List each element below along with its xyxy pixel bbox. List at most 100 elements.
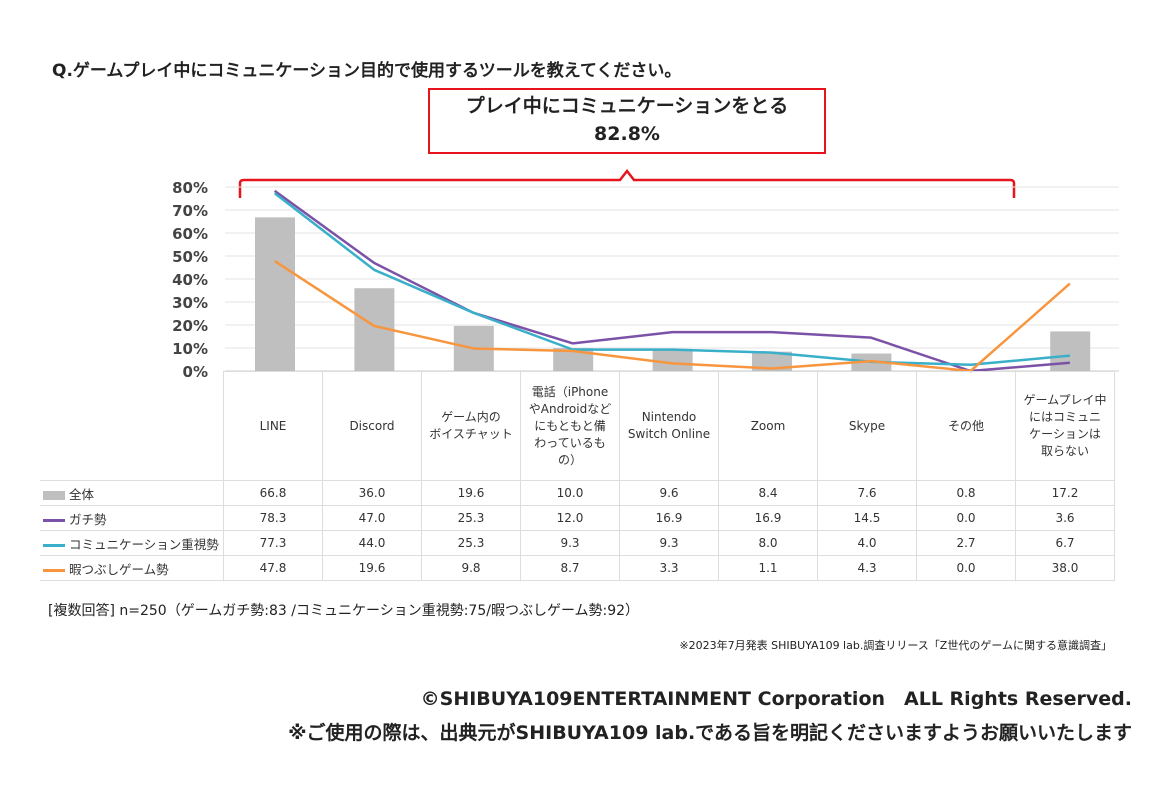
- legend-key: [43, 543, 65, 547]
- category-line: Discord: [349, 418, 395, 433]
- category-line: にはコミュニ: [1028, 410, 1101, 424]
- value-cell: 66.8: [223, 480, 323, 506]
- series-name: ガチ勢: [69, 511, 107, 527]
- value-cell: 9.6: [619, 480, 719, 506]
- category-line: 電話（iPhone: [531, 384, 609, 399]
- category-line: Nintendo: [641, 410, 697, 424]
- value-cell: 77.3: [223, 530, 323, 556]
- y-tick-label: 20%: [172, 317, 208, 335]
- legend-key: [43, 568, 65, 572]
- category-line: にもともと備: [534, 418, 606, 433]
- category-label: Discord: [322, 371, 422, 481]
- callout-label: プレイ中にコミュニケーションをとる: [465, 95, 789, 117]
- category-label: ゲームプレイ中 にはコミュニ ケーションは 取らない: [1015, 371, 1115, 481]
- value-cell: 2.7: [916, 530, 1016, 556]
- bracket: [238, 168, 1016, 198]
- chart: 0%10%20%30%40%50%60%70%80%: [172, 168, 1119, 380]
- value-cell: 0.0: [916, 505, 1016, 531]
- value-cell: 9.8: [421, 555, 521, 581]
- category-label: LINE: [223, 371, 323, 481]
- data-table: LINE Discord ゲーム内の ボイスチャット 電話（iPhone やAndroid…: [40, 371, 1115, 581]
- value-cell: 8.7: [520, 555, 620, 581]
- table-row: 全体 66.8 36.0 19.6 10.0 9.6 8.4 7.6 0.8 17.2: [40, 480, 1115, 506]
- value-cell: 3.3: [619, 555, 719, 581]
- y-tick-label: 60%: [172, 225, 208, 243]
- value-cell: 0.0: [916, 555, 1016, 581]
- value-cell: 44.0: [322, 530, 422, 556]
- category-line: 取らない: [1040, 444, 1089, 458]
- category-line: ケーションは: [1029, 427, 1101, 441]
- source-note: ※2023年7月発表 SHIBUYA109 lab.調査リリース「Z世代のゲーム…: [679, 639, 1112, 652]
- value-cell: 25.3: [421, 530, 521, 556]
- category-line: LINE: [259, 418, 287, 433]
- value-cell: 12.0: [520, 505, 620, 531]
- value-cell: 47.0: [322, 505, 422, 531]
- y-tick-label: 40%: [172, 271, 208, 289]
- value-cell: 78.3: [223, 505, 323, 531]
- table-row: 暇つぶしゲーム勢 47.8 19.6 9.8 8.7 3.3 1.1 4.3 0.0 38.0: [40, 555, 1115, 581]
- legend-key: [43, 490, 65, 500]
- bar: [255, 217, 295, 371]
- value-cell: 3.6: [1015, 505, 1115, 531]
- category-label: Skype: [817, 371, 917, 481]
- y-tick-label: 70%: [172, 202, 208, 220]
- value-cell: 9.3: [619, 530, 719, 556]
- value-cell: 14.5: [817, 505, 917, 531]
- value-cell: 4.3: [817, 555, 917, 581]
- value-cell: 16.9: [619, 505, 719, 531]
- value-cell: 10.0: [520, 480, 620, 506]
- y-tick-label: 50%: [172, 248, 208, 266]
- category-label: 電話（iPhone やAndroidなど にもともと備 わっているも の）: [520, 371, 620, 481]
- callout-value: 82.8%: [594, 123, 660, 145]
- series-name: 全体: [69, 486, 95, 502]
- value-cell: 8.4: [718, 480, 818, 506]
- callout-box: プレイ中にコミュニケーションをとる 82.8%: [428, 88, 826, 154]
- question-title: Q.ゲームプレイ中にコミュニケーション目的で使用するツールを教えてください。: [52, 61, 682, 81]
- bar: [652, 348, 693, 371]
- table-row: コミュニケーション重視勢 77.3 44.0 25.3 9.3 9.3 8.0 4.0 2.7 6…: [40, 530, 1115, 556]
- table-row: ガチ勢 78.3 47.0 25.3 12.0 16.9 16.9 14.5 0.0 3.6: [40, 505, 1115, 531]
- category-line: Zoom: [750, 418, 786, 433]
- value-cell: 1.1: [718, 555, 818, 581]
- header-row: LINE Discord ゲーム内の ボイスチャット 電話（iPhone やAndroid…: [40, 371, 1115, 481]
- value-cell: 19.6: [421, 480, 521, 506]
- value-cell: 0.8: [916, 480, 1016, 506]
- category-line: やAndroidなど: [528, 401, 612, 416]
- series-name: コミュニケーション重視勢: [69, 536, 219, 552]
- y-tick-label: 10%: [172, 340, 208, 358]
- series-line: [273, 189, 1071, 373]
- value-cell: 6.7: [1015, 530, 1115, 556]
- category-line: Skype: [848, 418, 886, 433]
- value-cell: 47.8: [223, 555, 323, 581]
- category-line: Switch Online: [627, 427, 711, 441]
- value-cell: 9.3: [520, 530, 620, 556]
- y-tick-label: 30%: [172, 294, 208, 312]
- value-cell: 19.6: [322, 555, 422, 581]
- category-line: わっているも: [534, 435, 606, 450]
- series-line: [273, 192, 1071, 367]
- sample-note: [複数回答] n=250（ゲームガチ勢:83 /コミュニケーション重視勢:75/…: [48, 603, 640, 619]
- category-line: の）: [557, 452, 582, 467]
- value-cell: 17.2: [1015, 480, 1115, 506]
- value-cell: 7.6: [817, 480, 917, 506]
- category-line: その他: [947, 418, 984, 433]
- y-tick-label: 80%: [172, 179, 208, 197]
- usage-note: ※ご使用の際は、出典元がSHIBUYA109 lab.である旨を明記くださいます…: [288, 722, 1132, 744]
- value-cell: 4.0: [817, 530, 917, 556]
- legend-key: [43, 518, 65, 522]
- value-cell: 38.0: [1015, 555, 1115, 581]
- category-line: ボイスチャット: [429, 427, 513, 441]
- value-cell: 25.3: [421, 505, 521, 531]
- category-label: Nintendo Switch Online: [619, 371, 719, 481]
- category-label: Zoom: [718, 371, 818, 481]
- value-cell: 16.9: [718, 505, 818, 531]
- category-label: その他: [916, 371, 1016, 481]
- bar: [752, 351, 792, 371]
- bar: [553, 348, 594, 371]
- category-label: ゲーム内の ボイスチャット: [421, 371, 521, 481]
- value-cell: 36.0: [322, 480, 422, 506]
- value-cell: 8.0: [718, 530, 818, 556]
- copyright: ©SHIBUYA109ENTERTAINMENT Corporation ALL…: [420, 688, 1132, 710]
- series-name: 暇つぶしゲーム勢: [69, 561, 169, 577]
